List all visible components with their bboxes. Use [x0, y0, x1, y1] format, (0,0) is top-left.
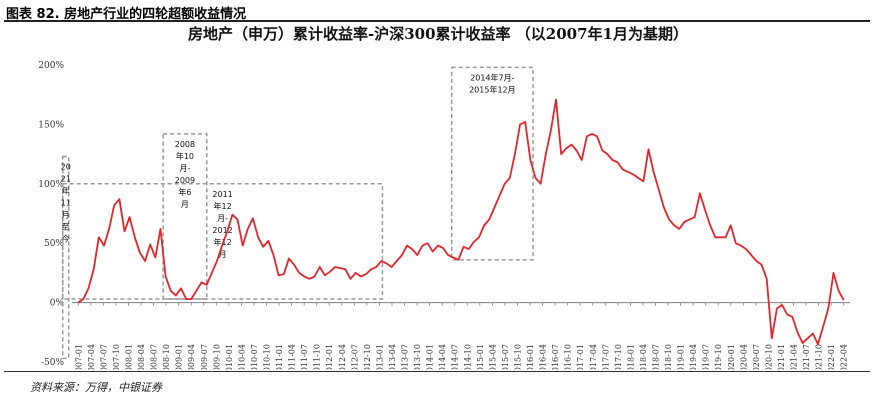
x-tick-label: 2012-01: [325, 344, 334, 370]
x-tick-label: 2016-01: [526, 344, 535, 370]
x-tick-label: 2010-10: [263, 344, 272, 370]
x-tick-label: 2015-04: [488, 344, 497, 370]
x-tick-label: 2018-04: [639, 344, 648, 370]
x-tick-label: 2012-10: [363, 344, 372, 370]
period-label: 月-: [217, 214, 228, 223]
x-tick-label: 2016-04: [539, 344, 548, 370]
x-tick-label: 2010-04: [237, 344, 246, 370]
period-label: 年12: [213, 201, 231, 211]
x-tick-label: 2007-07: [99, 344, 108, 370]
x-tick-label: 2008-10: [162, 344, 171, 370]
x-tick-label: 2015-07: [501, 344, 510, 370]
x-tick-label: 2009-01: [175, 344, 184, 370]
period-highlight-box: [61, 155, 70, 360]
x-tick-label: 2017-01: [576, 344, 585, 370]
x-tick-label: 2019-10: [714, 344, 723, 370]
x-tick-label: 2015-01: [476, 344, 485, 370]
x-tick-label: 2008-07: [150, 344, 159, 370]
x-tick-label: 2020-10: [764, 344, 773, 370]
x-tick-label: 2016-10: [564, 344, 573, 370]
period-label: 20: [61, 162, 71, 171]
x-tick-label: 2019-04: [689, 344, 698, 370]
excess-return-series-line: [77, 98, 845, 346]
source-note: 资料来源：万得，中银证券: [30, 381, 162, 394]
x-tick-label: 2020-01: [727, 344, 736, 370]
x-tick-label: 2022-01: [827, 344, 836, 370]
x-tick-label: 2017-04: [589, 344, 598, 370]
x-tick-label: 2013-07: [401, 344, 410, 370]
x-tick-label: 2012-04: [338, 344, 347, 370]
x-tick-label: 2021-04: [790, 344, 799, 370]
x-tick-label: 2016-07: [551, 344, 560, 370]
period-label: 年10: [176, 151, 194, 161]
x-tick-label: 2014-07: [451, 344, 460, 370]
x-tick-label: 2011-01: [275, 344, 284, 370]
period-highlight-box: [162, 133, 208, 300]
top-rule: [4, 20, 870, 22]
y-tick-label: 100%: [38, 180, 64, 190]
period-label: 2008: [175, 140, 195, 149]
x-tick-label: 2019-01: [677, 344, 686, 370]
x-tick-label: 2011-04: [288, 344, 297, 370]
x-tick-label: 2021-10: [815, 344, 824, 370]
x-tick-label: 2018-10: [664, 344, 673, 370]
y-tick-label: 0%: [50, 299, 65, 309]
x-tick-label: 2020-04: [739, 344, 748, 370]
x-tick-label: 2009-07: [200, 344, 209, 370]
x-tick-label: 2011-07: [300, 344, 309, 370]
x-tick-label: 2008-04: [137, 344, 146, 370]
period-label: 21: [61, 174, 71, 183]
x-tick-label: 2019-07: [702, 344, 711, 370]
figure-title: 图表 82. 房地产行业的四轮超额收益情况: [6, 7, 247, 22]
x-tick-label: 2010-01: [225, 344, 234, 370]
period-label: 月-: [179, 164, 190, 173]
period-label: 月: [219, 250, 227, 259]
x-tick-label: 2015-10: [513, 344, 522, 370]
plot-area: -50%0%50%100%150%200%2007-01 2007-04 2007-…: [38, 61, 850, 370]
x-tick-label: 2008-01: [124, 344, 133, 370]
period-label: 至: [62, 222, 70, 231]
period-label: 11: [61, 198, 71, 207]
x-tick-label: 2013-10: [413, 344, 422, 370]
period-label: 2015年12月: [469, 84, 516, 94]
period-label: 2012: [212, 226, 232, 235]
x-tick-label: 2020-07: [752, 344, 761, 370]
x-tick-label: 2007-10: [112, 344, 121, 370]
x-tick-label: 2011-10: [313, 344, 322, 370]
x-tick-label: 2007-01: [74, 344, 83, 370]
x-tick-label: 2013-04: [388, 344, 397, 370]
period-label: 2014年7月-: [470, 72, 514, 82]
period-highlight-box: [450, 66, 534, 261]
period-label: 年: [62, 185, 70, 195]
x-tick-label: 2018-01: [626, 344, 635, 370]
period-label: 年6: [178, 187, 191, 197]
x-tick-label: 2017-10: [614, 344, 623, 370]
x-tick-label: 2012-07: [350, 344, 359, 370]
x-tick-label: 2007-04: [87, 344, 96, 370]
x-tick-label: 2018-07: [652, 344, 661, 370]
bottom-rule: [4, 371, 870, 372]
period-label: 月: [62, 210, 70, 219]
x-tick-label: 2009-10: [212, 344, 221, 370]
x-tick-label: 2014-01: [426, 344, 435, 370]
x-tick-label: 2017-07: [601, 344, 610, 370]
period-label: 2009: [175, 176, 195, 185]
x-tick-label: 2014-10: [463, 344, 472, 370]
line-chart: 房地产（申万）累计收益率-沪深300累计收益率 （以2007年1月为基期） -5…: [38, 25, 850, 370]
chart-title: 房地产（申万）累计收益率-沪深300累计收益率 （以2007年1月为基期）: [188, 25, 688, 43]
y-tick-label: 50%: [44, 239, 64, 249]
period-label: 2011: [212, 190, 232, 199]
x-tick-label: 2009-04: [187, 344, 196, 370]
y-tick-label: -50%: [41, 358, 64, 368]
y-tick-label: 150%: [38, 120, 64, 130]
y-tick-label: 200%: [38, 61, 64, 71]
x-tick-label: 2021-07: [802, 344, 811, 370]
x-tick-label: 2014-04: [438, 344, 447, 370]
period-label: 今: [62, 233, 70, 243]
period-label: 月: [181, 200, 189, 209]
x-tick-label: 2010-07: [250, 344, 259, 370]
x-tick-label: 2021-01: [777, 344, 786, 370]
x-tick-label: 2022-04: [840, 344, 849, 370]
x-tick-label: 2013-01: [375, 344, 384, 370]
